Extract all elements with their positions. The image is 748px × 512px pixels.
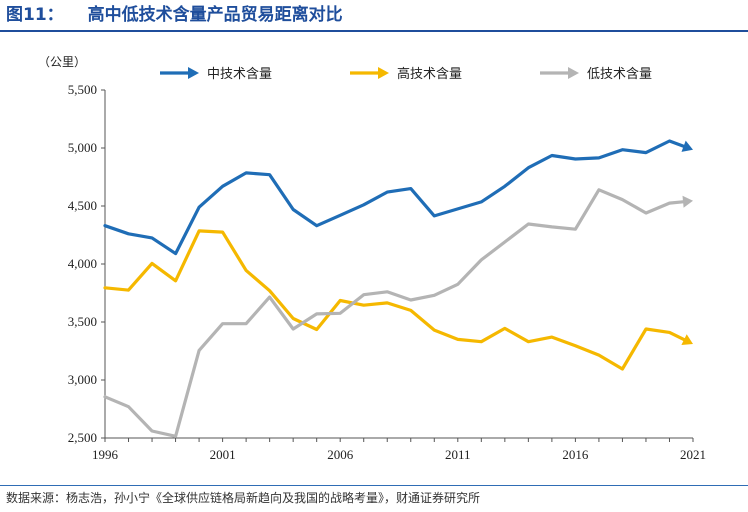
y-tick-label: 5,000: [68, 140, 97, 155]
series-line-1: [103, 229, 686, 371]
title-rule: [0, 30, 748, 32]
figure-number: 图11：: [6, 5, 64, 25]
series-arrowhead-1: [681, 334, 693, 345]
series-arrowhead-0: [681, 140, 693, 152]
legend-arrow-1: [378, 67, 389, 79]
figure-title: 图11： 高中低技术含量产品贸易距离对比: [6, 2, 343, 28]
legend-arrow-2: [568, 67, 579, 79]
series-arrowhead-2: [682, 195, 693, 208]
series-line-0: [103, 139, 686, 256]
y-axis-unit-label: （公里）: [38, 55, 86, 69]
line-chart: （公里） 2,500 3,000 3,500 4,000 4,500 5,000 5,500 1…: [38, 55, 706, 462]
source-note: 数据来源：杨志浩，孙小宁《全球供应链格局新趋向及我国的战略考量》，财通证券研究所: [6, 491, 481, 505]
legend-label-2: 低技术含量: [587, 66, 652, 82]
y-tick-label: 5,500: [68, 82, 97, 97]
x-tick-label: 2021: [680, 447, 706, 462]
x-tick-label: 2006: [327, 447, 354, 462]
y-tick-label: 4,000: [68, 256, 97, 271]
legend-arrow-0: [188, 67, 199, 79]
x-tick-label: 2011: [445, 447, 471, 462]
y-tick-label: 3,500: [68, 314, 97, 329]
series-line-2: [103, 188, 685, 438]
x-tick-label: 2001: [210, 447, 236, 462]
legend-label-1: 高技术含量: [397, 66, 462, 82]
figure-title-text: 高中低技术含量产品贸易距离对比: [87, 5, 343, 25]
x-tick-label: 2016: [562, 447, 589, 462]
source-rule: [0, 485, 748, 486]
y-tick-label: 2,500: [68, 430, 97, 445]
x-tick-label: 1996: [92, 447, 119, 462]
y-tick-label: 3,000: [68, 372, 97, 387]
y-tick-label: 4,500: [68, 198, 97, 213]
legend-label-0: 中技术含量: [207, 66, 272, 82]
